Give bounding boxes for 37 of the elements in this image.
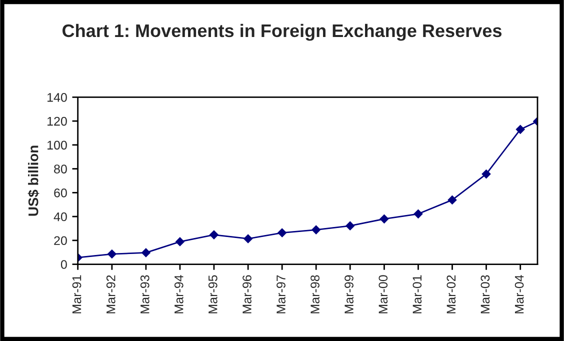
- x-tick-label: Mar-92: [106, 275, 116, 314]
- y-tick-label: 120: [48, 116, 67, 126]
- x-tick-label: Mar-94: [174, 275, 184, 314]
- point: [312, 225, 321, 234]
- point: [482, 170, 491, 178]
- x-tick-label: Mar-96: [242, 275, 252, 314]
- y-tick-label: 0: [60, 260, 67, 269]
- y-tick-label: 40: [54, 212, 67, 222]
- y-tick-label: 140: [48, 92, 67, 102]
- point: [107, 250, 116, 258]
- x-tick-label: Mar-98: [310, 275, 320, 314]
- x-tick-label: Mar-99: [344, 275, 354, 314]
- point: [380, 214, 389, 224]
- point: [516, 124, 525, 134]
- y-tick-label: 20: [54, 236, 67, 246]
- point: [244, 234, 253, 244]
- point: [414, 209, 423, 218]
- x-tick-label: Mar-04: [514, 275, 524, 314]
- chart-title: Chart 1: Movements in Foreign Exchange Reserves: [62, 24, 502, 41]
- x-tick-label: Mar-93: [140, 275, 150, 314]
- y-tick-label: 100: [48, 140, 67, 150]
- y-axis-title: US$ billion: [28, 146, 40, 216]
- point: [346, 221, 355, 230]
- y-tick-label: 80: [54, 164, 67, 174]
- x-tick-label: Mar-97: [276, 275, 286, 314]
- point: [142, 248, 150, 258]
- point: [278, 228, 287, 238]
- x-tick-label: Mar-02: [446, 275, 456, 314]
- x-tick-label: Mar-03: [480, 275, 490, 314]
- point: [448, 195, 457, 204]
- x-tick-label: Mar-91: [72, 275, 82, 314]
- x-tick-label: Mar-95: [208, 275, 218, 314]
- x-tick-label: Mar-00: [378, 275, 388, 314]
- x-tick-label: Mar-01: [412, 275, 422, 314]
- y-tick-label: 60: [54, 188, 67, 198]
- point: [176, 237, 184, 246]
- point: [210, 230, 218, 240]
